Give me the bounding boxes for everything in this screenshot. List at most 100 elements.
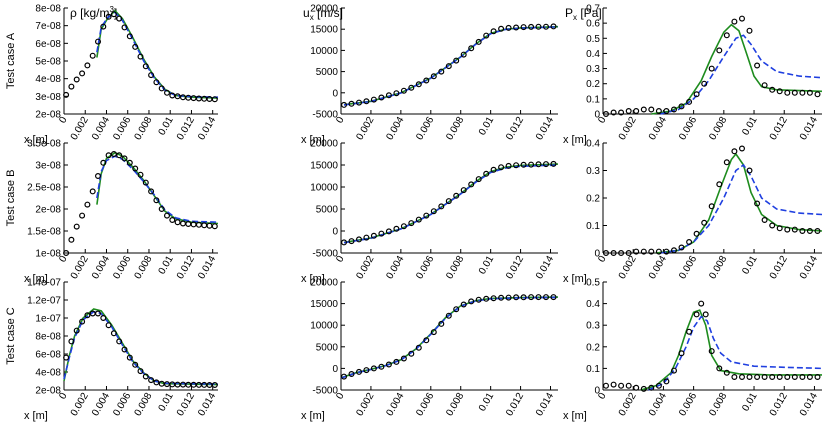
data-point-circle	[445, 63, 452, 70]
data-point-circle	[132, 361, 139, 368]
data-point-circle	[799, 228, 806, 235]
x-tick-label: 0.002	[69, 254, 91, 282]
x-tick-label: 0.006	[677, 115, 699, 143]
data-point-circle	[94, 38, 101, 45]
data-point-circle	[468, 298, 475, 305]
data-point-circle	[754, 200, 761, 207]
data-point-circle	[385, 228, 392, 235]
y-tick-label: 0.3	[586, 321, 600, 332]
data-point-circle	[806, 89, 813, 96]
data-point-circle	[348, 238, 355, 245]
y-tick-label: 6e-08	[35, 39, 61, 50]
y-tick-label: 3.5e-08	[27, 139, 61, 150]
data-point-circle	[142, 179, 149, 186]
data-point-circle	[663, 378, 670, 385]
data-point-circle	[341, 101, 348, 108]
data-point-circle	[341, 373, 348, 380]
data-point-circle	[363, 98, 370, 105]
x-tick-label: 0.01	[477, 115, 496, 138]
data-point-circle	[716, 365, 723, 372]
data-point-circle	[723, 159, 730, 166]
data-point-circle	[693, 311, 700, 318]
data-point-circle	[180, 220, 187, 227]
data-point-circle	[648, 106, 655, 113]
data-point-circle	[761, 82, 768, 89]
data-point-circle	[79, 212, 86, 219]
data-point-circle	[169, 217, 176, 224]
data-point-circle	[438, 68, 445, 75]
data-point-circle	[475, 38, 482, 45]
data-point-circle	[126, 354, 133, 361]
data-point-circle	[158, 206, 165, 213]
x-tick-label: 0.004	[647, 391, 669, 419]
x-tick-label: 0.004	[384, 115, 406, 143]
series-line-green	[343, 163, 559, 244]
data-point-circle	[430, 208, 437, 215]
x-tick-label: 0	[596, 391, 609, 402]
data-point-circle	[633, 107, 640, 114]
data-point-circle	[105, 322, 112, 329]
y-tick-label: -5000	[312, 110, 338, 121]
y-tick-label: 0.6	[586, 19, 600, 30]
data-point-circle	[142, 373, 149, 380]
data-point-circle	[110, 11, 117, 18]
x-tick-label: 0.006	[677, 391, 699, 419]
x-tick-label: 0.006	[414, 115, 436, 143]
y-tick-label: 0.7	[586, 4, 600, 15]
data-point-circle	[708, 65, 715, 72]
data-point-circle	[356, 99, 363, 106]
y-tick-label: 0.1	[586, 221, 600, 232]
x-axis-label: x [m]	[301, 410, 325, 422]
data-point-circle	[148, 188, 155, 195]
y-tick-label: -5000	[312, 249, 338, 260]
x-tick-label: 0.012	[504, 254, 526, 282]
y-tick-label: 10000	[310, 321, 338, 332]
data-point-circle	[132, 43, 139, 50]
data-point-circle	[610, 109, 617, 116]
data-point-circle	[602, 382, 609, 389]
x-tick-label: 0.014	[798, 391, 820, 419]
x-tick-label: 0.004	[647, 254, 669, 282]
data-point-circle	[121, 155, 128, 162]
data-point-circle	[468, 181, 475, 188]
data-point-circle	[363, 367, 370, 374]
data-point-circle	[738, 374, 745, 381]
data-point-circle	[814, 228, 821, 235]
data-point-circle	[746, 27, 753, 34]
data-point-circle	[89, 52, 96, 59]
y-tick-label: 0	[332, 227, 338, 238]
x-tick-label: 0	[334, 391, 347, 402]
x-tick-label: 0.01	[740, 115, 759, 138]
data-point-circle	[445, 198, 452, 205]
data-point-circle	[738, 15, 745, 22]
y-tick-label: 5000	[316, 67, 339, 78]
data-point-circle	[655, 107, 662, 114]
data-point-circle	[460, 301, 467, 308]
x-tick-label: 0.01	[157, 115, 176, 138]
data-point-circle	[520, 294, 527, 301]
series-line-blue-dashed	[96, 11, 219, 98]
x-axis-label: x [m]	[301, 134, 325, 146]
x-tick-label: 0.01	[477, 391, 496, 414]
y-tick-label: 5000	[316, 342, 339, 353]
data-point-circle	[535, 161, 542, 168]
x-axis-label: x [m]	[563, 410, 587, 422]
x-tick-label: 0.006	[677, 254, 699, 282]
panel-title: Px [Pa]	[565, 6, 602, 22]
data-point-circle	[723, 369, 730, 376]
x-tick-label: 0.012	[504, 391, 526, 419]
data-point-circle	[498, 25, 505, 32]
y-tick-label: 2e-08	[35, 110, 61, 121]
y-tick-label: 0.4	[586, 49, 600, 60]
x-tick-label: 0.008	[133, 391, 155, 419]
data-point-circle	[640, 106, 647, 113]
data-point-circle	[438, 320, 445, 327]
x-tick-label: 0.008	[707, 391, 729, 419]
data-point-circle	[799, 374, 806, 381]
data-point-circle	[806, 228, 813, 235]
data-point-circle	[648, 248, 655, 255]
data-point-circle	[445, 312, 452, 319]
data-point-circle	[693, 230, 700, 237]
y-tick-label: 0.5	[586, 34, 600, 45]
x-tick-label: 0.012	[504, 115, 526, 143]
